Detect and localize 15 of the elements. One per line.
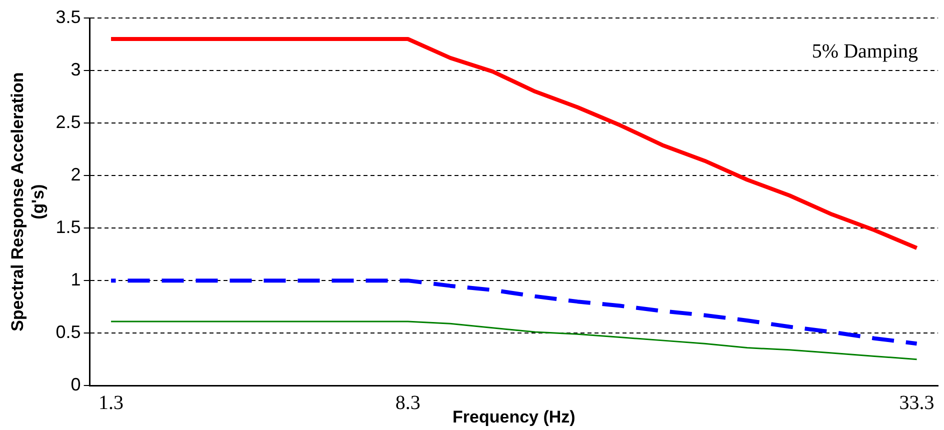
x-tick-label: 8.3 xyxy=(395,392,420,414)
y-tick-label: 3 xyxy=(70,59,81,80)
x-tick-label: 1.3 xyxy=(98,392,124,414)
x-tick-label: 33.3 xyxy=(899,392,934,414)
line-series xyxy=(109,278,919,346)
annotation: 5% Damping xyxy=(812,40,918,62)
y-axis-title: Spectral Response Acceleration (g's) xyxy=(8,72,48,332)
x-axis-title: Frequency (Hz) xyxy=(452,407,576,426)
y-tick-label: 0 xyxy=(70,374,81,395)
y-tick-label: 3.5 xyxy=(56,6,81,27)
y-tick-label: 2.5 xyxy=(56,112,81,132)
y-tick-label: 1.5 xyxy=(56,217,81,238)
y-tick-label: 2 xyxy=(70,164,81,185)
y-tick-label: 1 xyxy=(70,270,81,290)
y-tick-label: 0.5 xyxy=(56,322,81,342)
